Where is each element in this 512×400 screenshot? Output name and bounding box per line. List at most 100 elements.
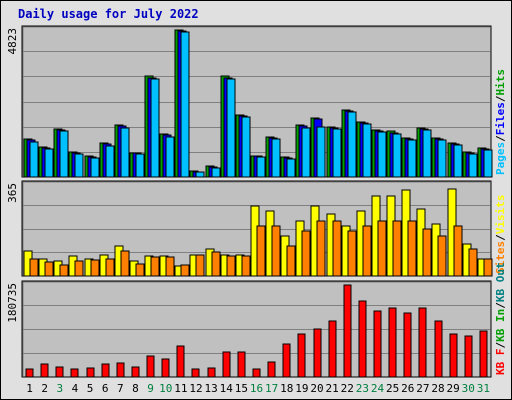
bar-kb-f xyxy=(101,363,110,378)
bar-pages xyxy=(362,123,372,178)
bar-sites xyxy=(316,220,326,277)
day-label: 22 xyxy=(341,382,354,395)
bar-pages xyxy=(90,157,100,178)
legend-entry: Pages xyxy=(494,142,507,175)
bar-kb-f xyxy=(388,307,397,378)
bar-pages xyxy=(332,128,342,178)
day-label: 12 xyxy=(189,382,202,395)
bar-pages xyxy=(483,149,493,178)
bar-pages xyxy=(135,153,145,178)
bar-kb-f xyxy=(373,310,382,378)
bar-sites xyxy=(135,263,145,277)
legend-kbytes: KB F/KB In/KB Out xyxy=(494,262,507,375)
bar-pages xyxy=(44,148,54,178)
bar-kb-f xyxy=(70,368,79,378)
bar-pages xyxy=(150,78,160,178)
day-label: 3 xyxy=(57,382,64,395)
day-label: 13 xyxy=(204,382,217,395)
ymax-label: 365 xyxy=(6,183,19,203)
bar-sites xyxy=(332,220,342,277)
bar-kb-f xyxy=(40,363,49,378)
bar-pages xyxy=(422,129,432,178)
legend-entry: Sites xyxy=(494,241,507,274)
ymax-label: 4823 xyxy=(6,28,19,55)
legend-entry: Hits xyxy=(494,69,507,96)
bar-pages xyxy=(468,153,478,178)
day-label: 21 xyxy=(326,382,339,395)
bar-kb-f xyxy=(161,358,170,378)
bar-kb-f xyxy=(267,361,276,378)
legend-entry: Files xyxy=(494,102,507,135)
day-label: 24 xyxy=(371,382,385,395)
bar-sites xyxy=(301,230,311,277)
legend-entry: KB F xyxy=(494,349,507,376)
legend-entry: KB Out xyxy=(494,262,507,302)
bar-kb-f xyxy=(146,355,155,378)
bar-pages xyxy=(301,127,311,178)
bar-pages xyxy=(392,133,402,178)
bar-sites xyxy=(44,261,54,277)
day-label: 9 xyxy=(147,382,154,395)
bar-kb-f xyxy=(207,367,216,378)
bar-sites xyxy=(59,264,69,277)
legend-entry: KB In xyxy=(494,309,507,342)
bar-pages xyxy=(453,144,463,178)
bar-sites xyxy=(90,259,100,277)
bar-kb-f xyxy=(479,330,488,378)
bar-pages xyxy=(105,145,115,178)
bar-pages xyxy=(165,136,175,178)
bar-sites xyxy=(392,220,402,277)
bar-kb-f xyxy=(176,345,185,378)
bar-kb-f xyxy=(297,333,306,378)
bar-pages xyxy=(74,153,84,178)
bar-sites xyxy=(347,230,357,277)
bar-kb-f xyxy=(313,328,322,378)
bar-pages xyxy=(377,131,387,178)
bar-sites xyxy=(211,251,221,277)
day-label: 4 xyxy=(72,382,79,395)
bar-kb-f xyxy=(25,368,34,378)
bar-sites xyxy=(195,254,205,277)
bar-sites xyxy=(180,264,190,277)
bar-sites xyxy=(271,225,281,277)
day-label: 18 xyxy=(280,382,293,395)
bar-pages xyxy=(316,126,326,178)
day-label: 20 xyxy=(310,382,323,395)
day-label: 26 xyxy=(401,382,414,395)
bar-kb-f xyxy=(343,284,352,378)
day-label: 15 xyxy=(235,382,248,395)
day-label: 17 xyxy=(265,382,278,395)
bar-pages xyxy=(59,130,69,178)
bar-kb-f xyxy=(434,320,443,378)
bar-sites xyxy=(483,258,493,277)
bar-sites xyxy=(241,255,251,277)
day-label: 14 xyxy=(220,382,234,395)
bar-sites xyxy=(256,225,266,277)
bar-sites xyxy=(120,250,130,277)
bar-kb-f xyxy=(86,367,95,378)
bar-kb-f xyxy=(237,351,246,378)
bar-sites xyxy=(453,225,463,277)
bar-kb-f xyxy=(328,320,337,378)
bar-kb-f xyxy=(55,366,64,378)
day-label: 31 xyxy=(477,382,490,395)
bar-kb-f xyxy=(252,368,261,378)
day-label: 5 xyxy=(87,382,94,395)
day-label: 29 xyxy=(447,382,460,395)
bar-sites xyxy=(422,228,432,277)
day-label: 16 xyxy=(250,382,263,395)
day-label: 7 xyxy=(117,382,124,395)
legend-visits-sites: Sites/Visits xyxy=(494,195,507,275)
bar-pages xyxy=(180,31,190,178)
bar-kb-f xyxy=(449,333,458,378)
bar-sites xyxy=(362,225,372,277)
bar-pages xyxy=(120,127,130,178)
legend-separator: / xyxy=(494,234,507,241)
bar-pages xyxy=(29,141,39,178)
bar-sites xyxy=(226,255,236,277)
bar-pages xyxy=(256,156,266,178)
bar-pages xyxy=(211,167,221,178)
day-label: 11 xyxy=(174,382,187,395)
bar-kb-f xyxy=(191,368,200,378)
